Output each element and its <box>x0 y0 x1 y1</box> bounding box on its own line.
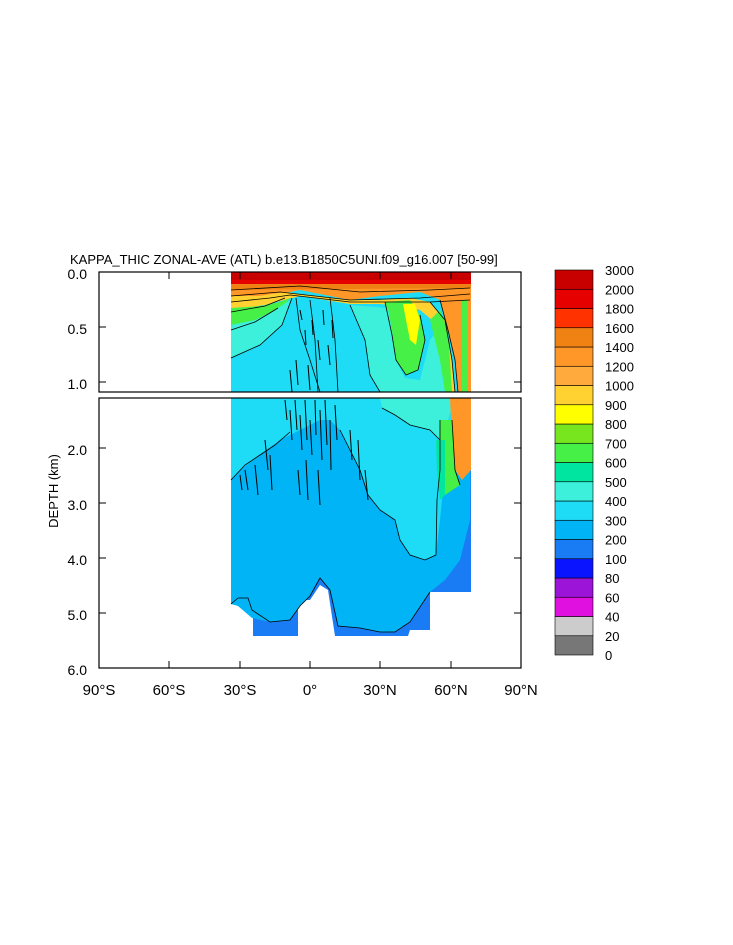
colorbar-swatch <box>554 462 594 483</box>
y-tick-label: 6.0 <box>68 662 88 678</box>
upper-band-yellow <box>403 304 420 345</box>
colorbar-swatch <box>554 269 594 290</box>
y-tick-label: 2.0 <box>68 442 88 458</box>
colorbar-swatch <box>554 539 594 560</box>
upper-band-orange <box>231 284 471 392</box>
x-tick-label: 0° <box>303 682 317 699</box>
y-tick-label: 5.0 <box>68 607 88 623</box>
lower-band-500 <box>380 398 455 440</box>
x-tick-label: 90°N <box>504 682 538 699</box>
colorbar-label: 700 <box>605 436 627 451</box>
colorbar-swatch <box>554 596 594 617</box>
colorbar-label: 3000 <box>605 263 634 278</box>
y-ticks-lower: 2.0 3.0 4.0 5.0 6.0 <box>68 442 521 678</box>
y-tick-label: 0.0 <box>68 266 88 282</box>
lower-panel <box>230 398 471 636</box>
colorbar-swatch <box>554 481 594 502</box>
upper-band-red <box>231 280 471 284</box>
colorbar-swatch <box>554 577 594 598</box>
y-tick-label: 0.5 <box>68 321 88 337</box>
y-ticks-upper: 0.0 0.5 1.0 <box>68 266 521 392</box>
colorbar-label: 200 <box>605 533 627 548</box>
upper-band-orange-thin <box>231 284 471 290</box>
colorbar-swatch <box>554 635 594 656</box>
colorbar-label: 800 <box>605 417 627 432</box>
colorbar-label: 40 <box>605 610 619 625</box>
y-axis-label: DEPTH (km) <box>46 454 61 528</box>
x-tick-label: 60°S <box>153 682 186 699</box>
colorbar-swatch <box>554 346 594 367</box>
x-tick-label: 30°N <box>363 682 397 699</box>
colorbar-label: 300 <box>605 513 627 528</box>
lower-contours <box>230 407 461 633</box>
y-tick-label: 1.0 <box>68 376 88 392</box>
colorbar-label: 100 <box>605 552 627 567</box>
lower-band-teal <box>436 440 445 500</box>
colorbar-swatch <box>554 616 594 637</box>
colorbar-label: 80 <box>605 571 619 586</box>
colorbar-label: 1200 <box>605 359 634 374</box>
colorbar-label: 1400 <box>605 340 634 355</box>
colorbar-label: 2000 <box>605 282 634 297</box>
colorbar-swatch <box>554 385 594 406</box>
colorbar-swatch <box>554 327 594 348</box>
colorbar-swatch <box>554 404 594 425</box>
colorbar-swatch <box>554 519 594 540</box>
colorbar-label: 1600 <box>605 321 634 336</box>
colorbar-swatch <box>554 500 594 521</box>
upper-noise <box>289 309 334 392</box>
upper-band-right-edge <box>462 300 468 392</box>
colorbar-label: 60 <box>605 590 619 605</box>
y-tick-label: 4.0 <box>68 552 88 568</box>
colorbar-label: 1800 <box>605 302 634 317</box>
upper-band-teal-right <box>350 305 448 392</box>
x-tick-label: 60°N <box>434 682 468 699</box>
colorbar-label: 900 <box>605 398 627 413</box>
lower-noise <box>239 399 369 506</box>
upper-band-teal <box>231 300 290 358</box>
colorbar-label: 1000 <box>605 379 634 394</box>
x-ticks: 90°S 60°S 30°S 0° 30°N 60°N 90°N <box>83 272 538 699</box>
colorbar-swatch <box>554 365 594 386</box>
colorbar-swatch <box>554 288 594 309</box>
lower-band-orange <box>450 398 471 480</box>
x-tick-label: 30°S <box>224 682 257 699</box>
colorbar-label: 0 <box>605 648 612 663</box>
colorbar: 0 20 40 60 80 100 200 300 400 500 600 700 800 900 1000… <box>554 263 634 663</box>
upper-band-lightorange <box>231 292 455 392</box>
colorbar-swatch <box>554 558 594 579</box>
colorbar-swatch <box>554 308 594 329</box>
y-tick-label: 3.0 <box>68 497 88 513</box>
lower-band-400 <box>231 398 460 560</box>
colorbar-label: 600 <box>605 456 627 471</box>
colorbar-swatch <box>554 423 594 444</box>
colorbar-label: 400 <box>605 494 627 509</box>
colorbar-label: 500 <box>605 475 627 490</box>
x-tick-label: 90°S <box>83 682 116 699</box>
upper-contours <box>230 285 471 392</box>
colorbar-swatch <box>554 442 594 463</box>
chart-title: KAPPA_THIC ZONAL-AVE (ATL) b.e13.B1850C5… <box>70 252 498 267</box>
colorbar-label: 20 <box>605 629 619 644</box>
upper-band-darkred <box>231 272 471 280</box>
upper-panel <box>230 272 471 392</box>
